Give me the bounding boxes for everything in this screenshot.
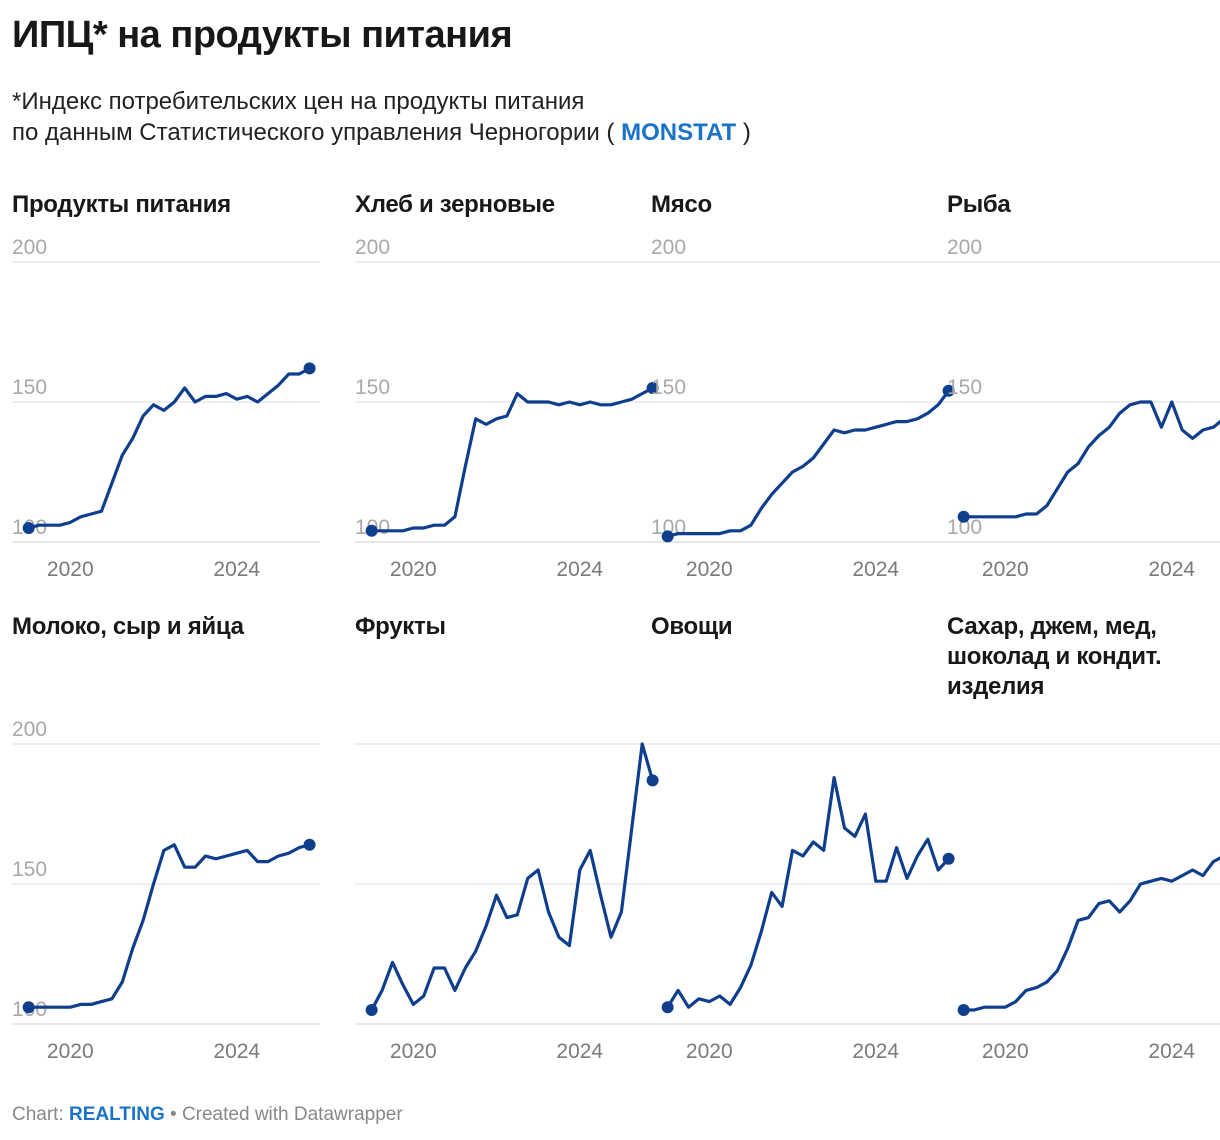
x-tick-label: 2020 [982,558,1029,581]
series-end-point [303,362,316,375]
series-end-point [942,384,955,397]
panel-title: Фрукты [355,613,446,640]
x-tick-label: 2020 [47,1040,94,1063]
x-tick-label: 2024 [556,558,603,581]
series-line [27,843,312,1009]
subtitle-line-1: *Индекс потребительских цен на продукты … [12,88,585,115]
series-line [666,389,951,538]
footer-brand-link[interactable]: REALTING [69,1104,165,1125]
subtitle-line-2: по данным Статистического управления Чер… [12,117,751,148]
panel-title: Молоко, сыр и яйца [12,613,244,640]
footer-prefix: Chart: [12,1104,70,1125]
series-end-point [646,774,659,787]
panel-title: Овощи [651,613,733,640]
x-tick-label: 2020 [390,1040,437,1063]
series-line [962,400,1220,519]
y-tick-label: 200 [651,236,686,259]
monstat-link[interactable]: MONSTAT [621,119,737,146]
x-tick-label: 2024 [1148,1040,1195,1063]
x-tick-label: 2020 [47,558,94,581]
series-end-point [303,838,316,851]
series-start-point [22,1001,35,1014]
page-title: ИПЦ* на продукты питания [12,14,513,56]
y-tick-label: 150 [651,376,686,399]
series-start-point [661,1001,674,1014]
y-tick-label: 200 [12,718,47,741]
panel-title: Продукты питания [12,191,231,218]
subtitle-suffix: ) [736,119,751,146]
series-start-point [365,1004,378,1016]
panel-title: Мясо [651,191,712,218]
series-line [666,776,951,1009]
x-tick-label: 2020 [686,1040,733,1063]
series-start-point [957,510,970,523]
y-tick-label: 200 [12,236,47,259]
chart-sugar: 2020 2024 [947,743,1220,1063]
x-tick-label: 2024 [1148,558,1195,581]
series-line [370,742,655,1012]
y-tick-label: 150 [947,376,982,399]
y-tick-label: 200 [355,236,390,259]
y-tick-label: 150 [12,376,47,399]
page-subtitle: *Индекс потребительских цен на продукты … [12,86,751,148]
chart-vegetables: 2020 2024 [651,743,959,1063]
series-line [962,856,1220,1012]
y-tick-label: 100 [947,516,982,539]
y-tick-label: 150 [355,376,390,399]
series-start-point [957,1004,970,1016]
y-tick-label: 150 [12,858,47,881]
series-start-point [661,530,674,543]
x-tick-label: 2024 [852,558,899,581]
subtitle-prefix: по данным Статистического управления Чер… [12,119,622,146]
x-tick-label: 2024 [213,1040,260,1063]
series-start-point [22,522,35,534]
x-tick-label: 2020 [390,558,437,581]
panel-title: Рыба [947,191,1011,218]
x-tick-label: 2024 [213,558,260,581]
x-tick-label: 2024 [556,1040,603,1063]
panel-title: Сахар, джем, мед, шоколад и кондит. изде… [947,613,1162,700]
panel-title: Хлеб и зерновые [355,191,555,218]
footer: Chart: REALTING • Created with Datawrapp… [12,1104,403,1126]
chart-fruits: 2020 2024 [355,742,663,1063]
x-tick-label: 2020 [982,1040,1029,1063]
footer-suffix: • Created with Datawrapper [164,1104,403,1125]
x-tick-label: 2020 [686,558,733,581]
series-start-point [365,524,378,537]
series-line [370,386,655,533]
series-end-point [942,852,955,865]
x-tick-label: 2024 [852,1040,899,1063]
series-end-point [646,382,659,394]
series-line [27,366,312,530]
y-tick-label: 200 [947,236,982,259]
